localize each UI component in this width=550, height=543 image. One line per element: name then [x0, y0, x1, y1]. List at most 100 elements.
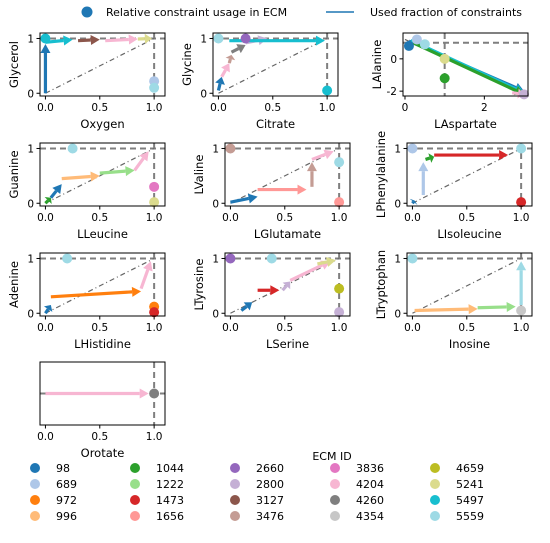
arrow-shaft	[141, 270, 148, 289]
legend-label: 689	[56, 478, 77, 491]
legend-item: 689	[30, 478, 77, 491]
legend-marker	[430, 463, 440, 473]
legend-label: 1222	[156, 478, 184, 491]
arrow-shaft	[415, 309, 469, 310]
data-point	[322, 86, 332, 96]
x-tick-label: 0.0	[37, 322, 54, 334]
arrow-head	[91, 35, 100, 45]
legend-item: 1473	[130, 494, 184, 507]
y-tick-label: 0	[27, 198, 34, 210]
y-axis-label: Glycine	[180, 43, 194, 86]
arrow-shaft	[231, 49, 238, 53]
arrow-head	[418, 162, 428, 171]
data-point	[516, 143, 526, 153]
y-tick-label: 1	[27, 253, 34, 265]
x-tick-label: 1.0	[146, 322, 163, 334]
legend-marker	[230, 479, 240, 489]
arrow-head	[516, 261, 526, 270]
x-axis-label: Inosine	[449, 337, 490, 351]
legend-marker	[430, 479, 440, 489]
arrow-head	[40, 44, 50, 53]
arrow-head	[248, 194, 258, 204]
arrow-head	[215, 77, 225, 85]
legend-label: 5559	[456, 510, 484, 523]
arrow-head	[63, 36, 72, 46]
y-axis-label: LValine	[192, 155, 206, 195]
arrow-shaft	[413, 43, 516, 91]
y-axis-label: LPhenylalanine	[374, 131, 388, 218]
arrow-head	[125, 166, 134, 176]
legend-marker	[230, 511, 240, 521]
arrow-shaft	[135, 158, 144, 170]
arrow-head	[469, 304, 478, 314]
x-tick-label: 1.0	[146, 102, 163, 114]
data-point	[440, 73, 450, 83]
data-point	[440, 54, 450, 64]
y-tick-label: 1	[394, 253, 401, 265]
legend-marker	[330, 495, 340, 505]
legend-marker	[330, 511, 340, 521]
legend-item: 98	[30, 462, 70, 475]
x-tick-label: 0.5	[91, 431, 108, 443]
arrow-head	[145, 34, 152, 44]
legend-marker	[430, 495, 440, 505]
arrow-shaft	[105, 39, 129, 40]
y-axis-label: LTyrosine	[192, 259, 206, 311]
x-tick-label: 0.0	[37, 431, 54, 443]
data-point	[213, 33, 223, 43]
legend-label: 996	[56, 510, 77, 523]
legend-label: 5241	[456, 478, 484, 491]
legend-item: 1222	[130, 478, 184, 491]
legend-marker	[30, 463, 40, 473]
x-tick-label: 0.0	[37, 212, 54, 224]
legend-label: 98	[56, 462, 70, 475]
legend-label: 3836	[356, 462, 384, 475]
arrow-shaft	[218, 84, 220, 91]
x-axis-label: LGlutamate	[254, 227, 321, 241]
legend-item: 4354	[330, 510, 384, 523]
arrow-head	[270, 285, 279, 295]
x-axis-label: Orotate	[81, 446, 125, 460]
y-tick-label: 0	[394, 198, 401, 210]
legend-marker	[130, 495, 140, 505]
data-point	[407, 253, 417, 263]
diagonal-reference-line	[45, 258, 154, 313]
data-point	[241, 33, 251, 43]
arrow-shaft	[230, 198, 248, 202]
arrow-head	[499, 150, 508, 160]
x-axis-label: LAspartate	[434, 117, 497, 131]
arrow-head	[140, 389, 149, 399]
x-axis-label: LIsoleucine	[437, 227, 501, 241]
y-tick-label: 1	[212, 143, 219, 155]
legend-marker	[330, 479, 340, 489]
arrow-shaft	[283, 286, 287, 290]
legend-label: 2660	[256, 462, 284, 475]
data-point	[407, 143, 417, 153]
x-tick-label: 0.0	[222, 322, 239, 334]
legend-marker	[430, 511, 440, 521]
legend-item: 3127	[230, 494, 284, 507]
arrow-shaft	[425, 158, 429, 159]
legend-label: 4659	[456, 462, 484, 475]
data-point	[420, 39, 430, 49]
top-legend-marker-label: Relative constraint usage in ECM	[106, 6, 287, 19]
legend-item: 3836	[330, 462, 384, 475]
top-legend-marker	[82, 7, 93, 18]
diagonal-reference-line	[218, 38, 327, 93]
x-tick-label: 1.0	[146, 212, 163, 224]
legend-label: 1656	[156, 510, 184, 523]
y-tick-label: 0	[212, 308, 219, 320]
legend-label: 4260	[356, 494, 384, 507]
y-tick-label: 1	[394, 143, 401, 155]
x-axis-label: LHistidine	[74, 337, 131, 351]
legend-item: 4659	[430, 462, 484, 475]
legend-label: 4204	[356, 478, 384, 491]
legend-item: 2660	[230, 462, 284, 475]
